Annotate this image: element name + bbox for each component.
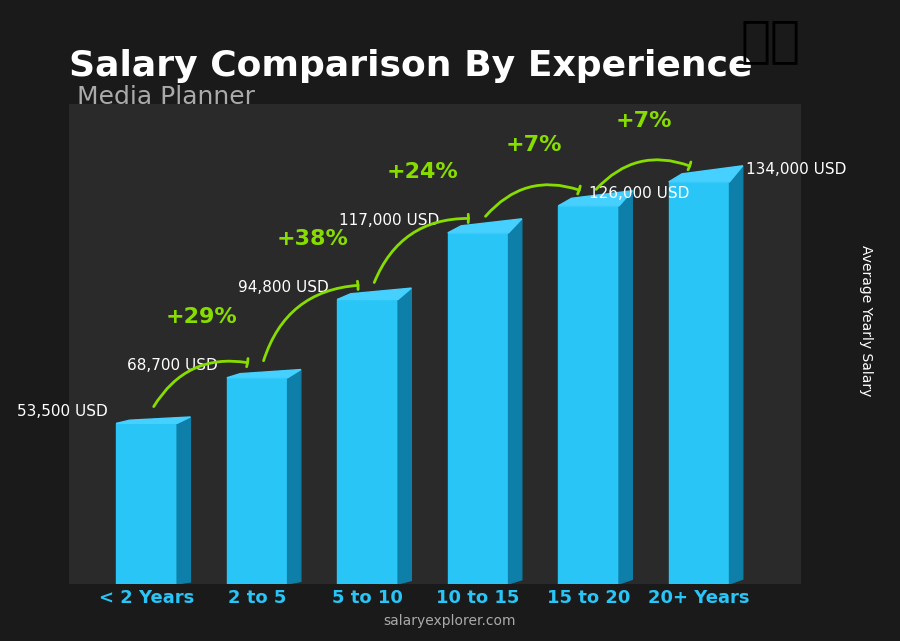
Text: 🇺🇸: 🇺🇸 — [741, 17, 801, 65]
Polygon shape — [338, 288, 411, 299]
Polygon shape — [730, 166, 742, 584]
Polygon shape — [288, 369, 301, 584]
Text: 117,000 USD: 117,000 USD — [338, 213, 439, 228]
Polygon shape — [177, 417, 191, 584]
Text: 94,800 USD: 94,800 USD — [238, 279, 328, 295]
Text: +7%: +7% — [505, 135, 562, 156]
Polygon shape — [116, 417, 191, 424]
Bar — [669, 182, 730, 584]
Text: +24%: +24% — [387, 162, 459, 183]
Text: Salary Comparison By Experience: Salary Comparison By Experience — [69, 49, 753, 83]
Text: Average Yearly Salary: Average Yearly Salary — [859, 245, 873, 396]
Text: 53,500 USD: 53,500 USD — [17, 404, 107, 419]
Bar — [338, 299, 398, 584]
Bar — [227, 378, 288, 584]
Polygon shape — [227, 369, 301, 378]
Text: salaryexplorer.com: salaryexplorer.com — [383, 614, 517, 628]
Polygon shape — [558, 191, 633, 206]
Text: +29%: +29% — [166, 308, 238, 328]
Bar — [448, 233, 508, 584]
Polygon shape — [508, 219, 522, 584]
Bar — [558, 206, 619, 584]
Text: 68,700 USD: 68,700 USD — [127, 358, 218, 373]
Polygon shape — [448, 219, 522, 233]
Text: 134,000 USD: 134,000 USD — [746, 162, 847, 177]
Bar — [116, 424, 177, 584]
Text: 126,000 USD: 126,000 USD — [590, 186, 689, 201]
Polygon shape — [619, 191, 633, 584]
Text: +38%: +38% — [276, 229, 348, 249]
Text: +7%: +7% — [616, 112, 672, 131]
Text: Media Planner: Media Planner — [76, 85, 255, 108]
Polygon shape — [398, 288, 411, 584]
Polygon shape — [669, 166, 742, 182]
